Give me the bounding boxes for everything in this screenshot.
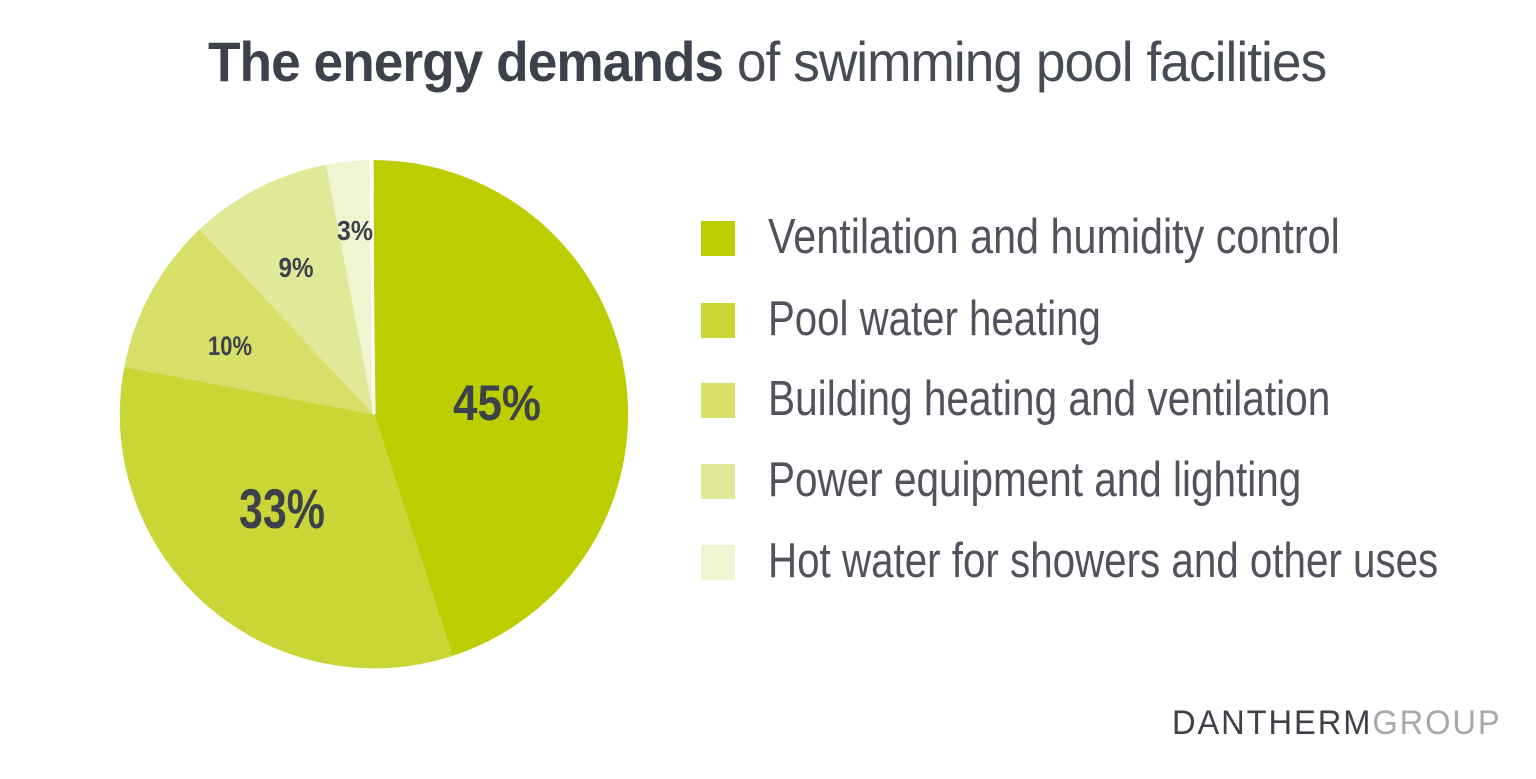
svg-text:3%: 3% [337, 215, 373, 246]
svg-text:33%: 33% [239, 477, 325, 540]
svg-text:45%: 45% [453, 375, 541, 431]
svg-text:10%: 10% [208, 331, 252, 361]
svg-text:9%: 9% [279, 252, 314, 283]
